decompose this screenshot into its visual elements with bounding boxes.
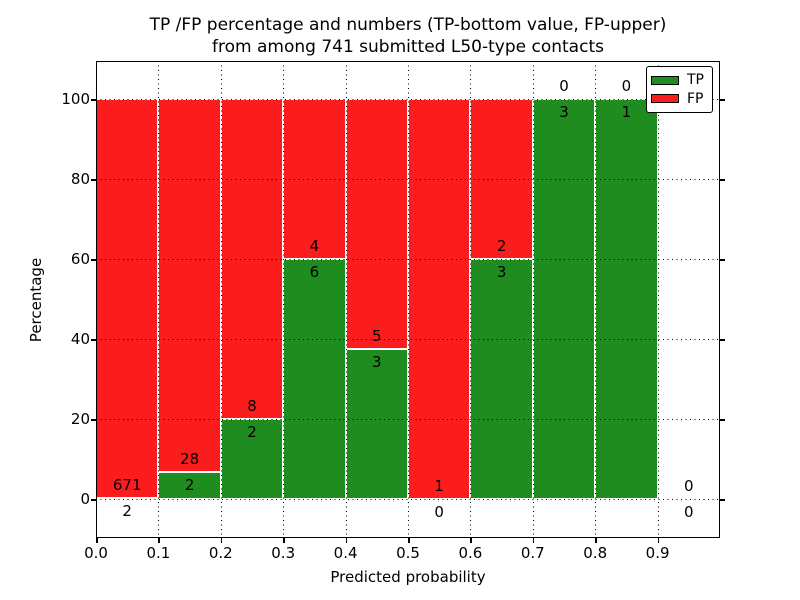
- x-tick-mark: [408, 538, 410, 543]
- y-tick-mark-right: [720, 179, 725, 181]
- x-tick-label: 0.2: [208, 544, 233, 562]
- bar-segment-fp: [345, 99, 408, 349]
- y-tick-mark-right: [720, 499, 725, 501]
- bar-count-label-tp: 0: [684, 503, 694, 521]
- x-tick-mark: [595, 538, 597, 543]
- bar-count-label-fp: 5: [372, 327, 382, 345]
- x-tick-mark: [220, 538, 223, 543]
- chart-title-line1: TP /FP percentage and numbers (TP-bottom…: [149, 15, 667, 35]
- x-tick-label: 0.4: [333, 544, 358, 562]
- gridline-vertical: [532, 61, 534, 538]
- chart-title-line2: from among 741 submitted L50-type contac…: [212, 37, 604, 57]
- legend-swatch-fp: [651, 94, 679, 104]
- chart-title: TP /FP percentage and numbers (TP-bottom…: [96, 14, 720, 58]
- legend-swatch-tp: [651, 75, 679, 85]
- x-tick-label: 0.8: [583, 544, 608, 562]
- bar-count-label-fp: 28: [180, 450, 200, 469]
- bar-segment-tp: [532, 99, 596, 499]
- legend-label: FP: [687, 90, 704, 107]
- y-tick-mark-right: [720, 419, 725, 421]
- legend: TP FP: [646, 66, 713, 113]
- y-tick-label: 0: [80, 490, 90, 508]
- x-tick-label: 0.5: [396, 544, 420, 562]
- x-tick-mark: [345, 538, 348, 543]
- bar-count-label-fp: 1: [434, 477, 444, 495]
- bar-count-label-tp: 3: [372, 353, 382, 371]
- y-tick-mark-right: [720, 99, 725, 101]
- bar-count-label-fp: 0: [621, 77, 632, 95]
- y-tick-mark-right: [720, 339, 725, 341]
- y-tick-mark-right: [720, 259, 725, 261]
- bar-segment-tp: [595, 99, 658, 499]
- gridline-vertical: [345, 61, 347, 538]
- x-tick-mark: [532, 538, 535, 543]
- bar-count-label-tp: 0: [434, 503, 444, 521]
- y-tick-mark: [91, 419, 96, 421]
- bar-count-label-fp: 0: [559, 77, 569, 95]
- y-tick-label: 80: [70, 170, 90, 188]
- bar-count-label-fp: 671: [112, 475, 142, 494]
- gridline-vertical: [408, 61, 409, 538]
- legend-item-tp: TP: [651, 73, 708, 87]
- bar-count-label-tp: 2: [184, 476, 195, 495]
- bar-count-label-fp: 8: [247, 397, 257, 415]
- x-tick-mark: [657, 538, 660, 543]
- bar-count-label-fp: 0: [684, 477, 694, 495]
- gridline-vertical: [595, 61, 597, 538]
- bar-segment-tp: [283, 259, 346, 499]
- bar-segment-fp: [96, 99, 159, 498]
- bar-count-label-tp: 3: [496, 263, 507, 281]
- bar-segment-fp: [408, 99, 471, 499]
- bar-count-label-fp: 2: [496, 237, 507, 255]
- x-tick-mark: [96, 538, 98, 543]
- x-tick-label: 0.9: [645, 544, 670, 562]
- x-tick-label: 0.0: [84, 544, 108, 562]
- gridline-vertical: [470, 61, 472, 538]
- legend-item-fp: FP: [651, 92, 708, 106]
- y-tick-mark: [91, 99, 96, 101]
- y-tick-label: 100: [61, 90, 90, 108]
- bar-count-label-tp: 6: [309, 263, 320, 281]
- x-tick-label: 0.3: [271, 544, 296, 562]
- y-axis-label: Percentage: [27, 257, 45, 343]
- bar-count-label-fp: 4: [309, 237, 320, 255]
- gridline-vertical: [283, 61, 285, 538]
- x-tick-mark: [283, 538, 285, 543]
- gridline-vertical: [158, 61, 160, 538]
- y-tick-mark: [91, 499, 96, 501]
- y-tick-mark: [91, 179, 96, 181]
- x-axis-label: Predicted probability: [330, 568, 486, 586]
- y-tick-label: 20: [70, 410, 90, 428]
- y-tick-mark: [91, 339, 96, 341]
- gridline-vertical: [220, 61, 222, 538]
- bar-segment-tp: [345, 349, 408, 499]
- bar-count-label-tp: 3: [559, 103, 569, 121]
- y-tick-label: 40: [70, 330, 90, 348]
- x-tick-mark: [470, 538, 472, 543]
- y-tick-label: 60: [70, 250, 90, 268]
- legend-label: TP: [687, 72, 704, 89]
- y-tick-mark: [91, 259, 96, 261]
- bar-segment-fp: [158, 99, 221, 473]
- x-tick-label: 0.1: [146, 544, 171, 562]
- gridline-vertical: [657, 61, 659, 538]
- bar-count-label-tp: 2: [122, 501, 132, 520]
- bar-count-label-tp: 1: [621, 103, 632, 121]
- bar-count-label-tp: 2: [247, 423, 257, 441]
- bar-segment-tp: [470, 259, 533, 499]
- x-tick-label: 0.6: [458, 544, 483, 562]
- x-tick-label: 0.7: [520, 544, 545, 562]
- x-tick-mark: [158, 538, 160, 543]
